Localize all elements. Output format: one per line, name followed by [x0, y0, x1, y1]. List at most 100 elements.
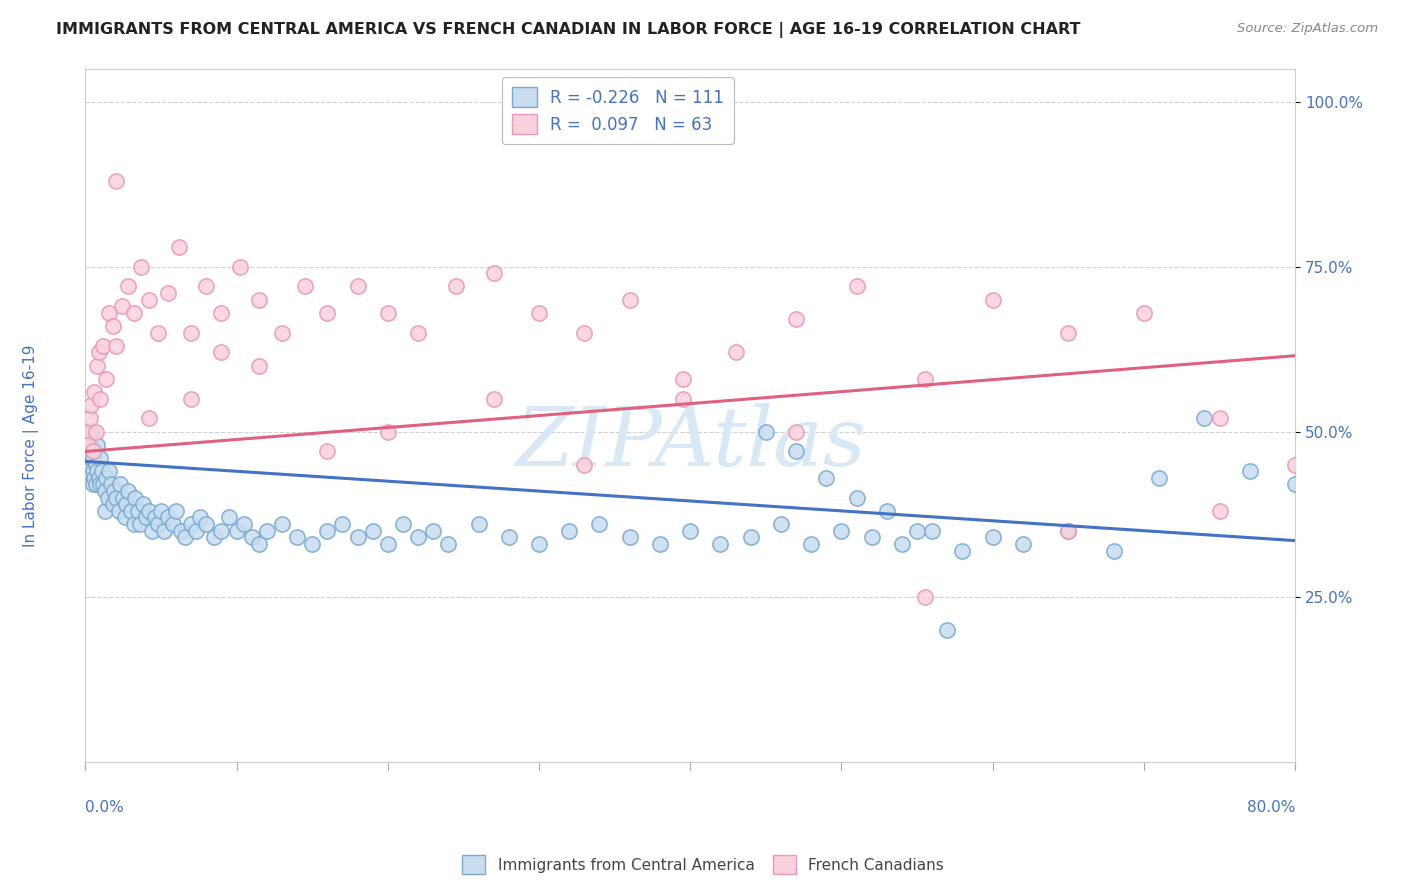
Point — [740, 530, 762, 544]
Point — [84, 458, 107, 472]
Point — [301, 537, 323, 551]
Point — [709, 537, 731, 551]
Point — [117, 279, 139, 293]
Point — [845, 279, 868, 293]
Point — [482, 266, 505, 280]
Point — [346, 530, 368, 544]
Point — [83, 471, 105, 485]
Point — [332, 517, 354, 532]
Point — [769, 517, 792, 532]
Point — [574, 326, 596, 340]
Point — [127, 504, 149, 518]
Point — [377, 425, 399, 439]
Point — [202, 530, 225, 544]
Point — [1208, 411, 1230, 425]
Point — [89, 477, 111, 491]
Point — [1284, 477, 1306, 491]
Point — [1057, 524, 1080, 538]
Point — [128, 517, 150, 532]
Point — [86, 359, 108, 373]
Point — [876, 504, 898, 518]
Point — [87, 345, 110, 359]
Point — [482, 392, 505, 406]
Point — [114, 510, 136, 524]
Point — [82, 451, 104, 466]
Point — [146, 326, 169, 340]
Point — [76, 425, 98, 439]
Text: In Labor Force | Age 16-19: In Labor Force | Age 16-19 — [22, 344, 39, 548]
Point — [785, 312, 807, 326]
Point — [83, 444, 105, 458]
Point — [89, 392, 111, 406]
Point — [117, 484, 139, 499]
Point — [195, 517, 218, 532]
Point — [316, 524, 339, 538]
Point — [180, 326, 202, 340]
Point — [755, 425, 778, 439]
Text: ZIPAtlas: ZIPAtlas — [515, 403, 866, 483]
Point — [209, 306, 232, 320]
Point — [1284, 458, 1306, 472]
Point — [82, 444, 104, 458]
Point — [87, 471, 110, 485]
Point — [96, 372, 118, 386]
Point — [679, 524, 702, 538]
Point — [406, 326, 429, 340]
Point — [122, 306, 145, 320]
Point — [122, 517, 145, 532]
Point — [619, 530, 641, 544]
Point — [108, 477, 131, 491]
Point — [180, 517, 202, 532]
Point — [80, 451, 103, 466]
Point — [76, 425, 98, 439]
Point — [672, 392, 695, 406]
Point — [195, 279, 218, 293]
Point — [138, 293, 160, 307]
Point — [101, 318, 124, 333]
Point — [115, 497, 138, 511]
Point — [80, 398, 103, 412]
Point — [77, 444, 100, 458]
Point — [860, 530, 883, 544]
Point — [247, 359, 270, 373]
Point — [129, 260, 152, 274]
Point — [94, 504, 117, 518]
Point — [240, 530, 263, 544]
Point — [138, 504, 160, 518]
Point — [905, 524, 928, 538]
Point — [141, 524, 163, 538]
Point — [80, 425, 103, 439]
Point — [82, 464, 104, 478]
Point — [785, 425, 807, 439]
Point — [184, 524, 207, 538]
Point — [138, 411, 160, 425]
Point — [84, 425, 107, 439]
Point — [153, 524, 176, 538]
Point — [316, 306, 339, 320]
Point — [1057, 326, 1080, 340]
Point — [77, 464, 100, 478]
Legend: Immigrants from Central America, French Canadians: Immigrants from Central America, French … — [457, 849, 949, 880]
Point — [1057, 524, 1080, 538]
Point — [800, 537, 823, 551]
Point — [648, 537, 671, 551]
Point — [79, 458, 101, 472]
Point — [86, 464, 108, 478]
Point — [672, 372, 695, 386]
Point — [921, 524, 943, 538]
Point — [120, 504, 142, 518]
Point — [936, 623, 959, 637]
Point — [83, 385, 105, 400]
Point — [619, 293, 641, 307]
Point — [79, 438, 101, 452]
Point — [270, 326, 292, 340]
Point — [82, 477, 104, 491]
Point — [724, 345, 747, 359]
Point — [952, 543, 974, 558]
Point — [914, 372, 936, 386]
Point — [110, 299, 132, 313]
Point — [815, 471, 838, 485]
Point — [785, 444, 807, 458]
Point — [1147, 471, 1170, 485]
Point — [98, 306, 121, 320]
